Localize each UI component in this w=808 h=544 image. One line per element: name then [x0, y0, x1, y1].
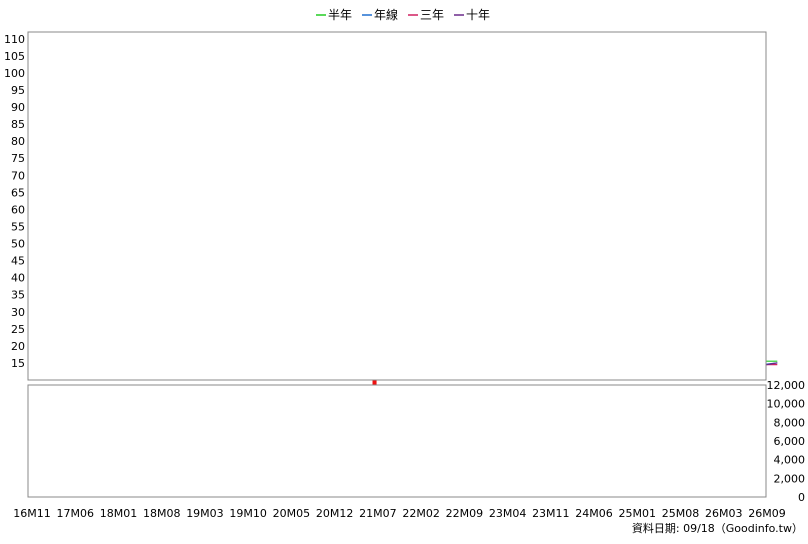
x-tick-label: 25M01 — [619, 507, 657, 520]
price-tick-label: 60 — [11, 203, 25, 216]
volume-tick-label: 4,000 — [774, 454, 806, 467]
x-tick-label: 24M06 — [575, 507, 613, 520]
volume-tick-label: 10,000 — [767, 398, 806, 411]
x-tick-label: 20M12 — [316, 507, 354, 520]
price-tick-label: 50 — [11, 238, 25, 251]
volume-tick-label: 0 — [798, 491, 805, 504]
x-tick-label: 17M06 — [56, 507, 94, 520]
x-tick-label: 21M07 — [359, 507, 397, 520]
volume-tick-label: 2,000 — [774, 472, 806, 485]
x-tick-label: 25M08 — [662, 507, 700, 520]
x-tick-label: 23M11 — [532, 507, 570, 520]
volume-tick-label: 12,000 — [767, 379, 806, 392]
price-tick-label: 55 — [11, 220, 25, 233]
x-tick-label: 19M03 — [186, 507, 224, 520]
price-tick-label: 15 — [11, 357, 25, 370]
x-tick-label: 26M03 — [705, 507, 743, 520]
price-tick-label: 45 — [11, 255, 25, 268]
price-tick-label: 35 — [11, 289, 25, 302]
x-tick-label: 23M04 — [489, 507, 527, 520]
axes: 16M11 17M06 18M01 18M08 19M03 19M10 20M05 20M12… — [4, 31, 806, 520]
price-tick-label: 25 — [11, 323, 25, 336]
price-tick-label: 95 — [11, 84, 25, 97]
x-tick-label: 18M01 — [100, 507, 138, 520]
price-tick-label: 85 — [11, 118, 25, 131]
volume-tick-label: 8,000 — [774, 416, 806, 429]
legend: 半年 年線 三年 十年 — [316, 7, 490, 22]
x-tick-label: 19M10 — [229, 507, 267, 520]
x-tick-label: 26M09 — [748, 507, 786, 520]
legend-label: 三年 — [420, 8, 444, 22]
volume-panel-frame — [27, 384, 767, 498]
price-tick-label: 20 — [11, 340, 25, 353]
price-tick-label: 80 — [11, 135, 25, 148]
data-date-footer: 資料日期: 09/18（Goodinfo.tw） — [632, 521, 803, 535]
price-tick-label: 100 — [4, 67, 25, 80]
volume-tick-label: 6,000 — [774, 435, 806, 448]
price-tick-label: 40 — [11, 272, 25, 285]
price-panel-frame — [27, 31, 767, 381]
x-tick-label: 16M11 — [13, 507, 51, 520]
x-tick-label: 22M09 — [446, 507, 484, 520]
legend-label: 年線 — [374, 7, 398, 22]
legend-label: 半年 — [328, 8, 352, 22]
price-tick-label: 70 — [11, 169, 25, 182]
x-tick-label: 20M05 — [273, 507, 311, 520]
price-tick-label: 30 — [11, 306, 25, 319]
x-tick-label: 22M02 — [402, 507, 440, 520]
price-tick-label: 90 — [11, 101, 25, 114]
price-tick-label: 65 — [11, 186, 25, 199]
price-tick-label: 75 — [11, 152, 25, 165]
x-tick-label: 18M08 — [143, 507, 181, 520]
price-tick-label: 110 — [4, 33, 25, 46]
legend-label: 十年 — [466, 8, 490, 22]
price-tick-label: 105 — [4, 50, 25, 63]
